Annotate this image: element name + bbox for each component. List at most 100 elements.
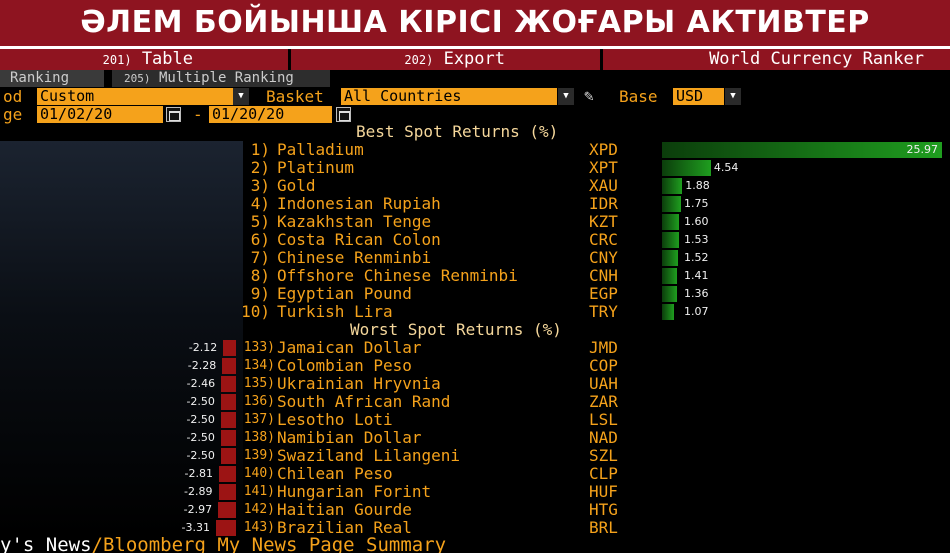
list-item[interactable]: 141) Hungarian Forint HUF -2.89 bbox=[0, 483, 950, 501]
basket-dropdown[interactable]: All Countries bbox=[341, 88, 557, 105]
return-bar bbox=[216, 520, 236, 536]
asset-name: Costa Rican Colon bbox=[277, 230, 441, 249]
asset-code: LSL bbox=[589, 410, 618, 429]
list-item[interactable]: 9) Egyptian Pound EGP 1.36 bbox=[0, 285, 950, 303]
return-value: 1.53 bbox=[684, 233, 709, 246]
rank-number: 135) bbox=[243, 376, 275, 391]
left-graph-panel bbox=[0, 141, 243, 536]
rank-number: 6) bbox=[250, 230, 270, 249]
return-bar bbox=[662, 232, 679, 248]
list-item[interactable]: 134) Colombian Peso COP -2.28 bbox=[0, 357, 950, 375]
return-value: -2.50 bbox=[186, 413, 215, 426]
tab-multiple-ranking-number: 205) bbox=[124, 72, 151, 85]
date-range-dash: - bbox=[193, 105, 203, 124]
rank-number: 7) bbox=[250, 248, 270, 267]
list-item[interactable]: 1) Palladium XPD 25.97 bbox=[0, 141, 950, 159]
asset-code: EGP bbox=[589, 284, 618, 303]
news-ticker[interactable]: y's News/Bloomberg My News Page Summary bbox=[0, 537, 950, 553]
period-label: od bbox=[3, 87, 23, 106]
list-item[interactable]: 137) Lesotho Loti LSL -2.50 bbox=[0, 411, 950, 429]
asset-name: Turkish Lira bbox=[277, 302, 393, 321]
asset-name: Colombian Peso bbox=[277, 356, 412, 375]
asset-name: South African Rand bbox=[277, 392, 451, 411]
tab-multiple-ranking-label: Multiple Ranking bbox=[158, 70, 294, 86]
return-value: 1.36 bbox=[684, 287, 709, 300]
rank-number: 3) bbox=[250, 176, 270, 195]
asset-code: CRC bbox=[589, 230, 618, 249]
base-chevron-down-icon[interactable]: ▼ bbox=[725, 88, 741, 105]
period-chevron-down-icon[interactable]: ▼ bbox=[233, 88, 249, 105]
basket-label: Basket bbox=[266, 87, 324, 106]
rank-number: 139) bbox=[243, 448, 275, 463]
range-label: ge bbox=[3, 105, 23, 124]
news-ticker-text: /Bloomberg My News Page Summary bbox=[91, 537, 447, 553]
asset-name: Egyptian Pound bbox=[277, 284, 412, 303]
return-bar bbox=[220, 412, 236, 428]
list-item[interactable]: 3) Gold XAU 1.88 bbox=[0, 177, 950, 195]
list-item[interactable]: 7) Chinese Renminbi CNY 1.52 bbox=[0, 249, 950, 267]
tab-bar: Ranking 205) Multiple Ranking bbox=[0, 70, 950, 87]
start-date-input[interactable]: 01/02/20 bbox=[37, 106, 163, 123]
start-calendar-icon[interactable] bbox=[166, 107, 181, 122]
list-item[interactable]: 142) Haitian Gourde HTG -2.97 bbox=[0, 501, 950, 519]
list-item[interactable]: 138) Namibian Dollar NAD -2.50 bbox=[0, 429, 950, 447]
list-item[interactable]: 136) South African Rand ZAR -2.50 bbox=[0, 393, 950, 411]
asset-code: COP bbox=[589, 356, 618, 375]
list-item[interactable]: 4) Indonesian Rupiah IDR 1.75 bbox=[0, 195, 950, 213]
end-date-input[interactable]: 01/20/20 bbox=[209, 106, 332, 123]
asset-code: IDR bbox=[589, 194, 618, 213]
asset-name: Chinese Renminbi bbox=[277, 248, 432, 267]
base-label: Base bbox=[619, 87, 658, 106]
tab-multiple-ranking[interactable]: 205) Multiple Ranking bbox=[112, 70, 330, 87]
return-value: -2.89 bbox=[184, 485, 213, 498]
asset-code: XPT bbox=[589, 158, 618, 177]
base-currency-dropdown[interactable]: USD bbox=[673, 88, 724, 105]
return-value: -2.50 bbox=[186, 395, 215, 408]
asset-name: Brazilian Real bbox=[277, 518, 412, 537]
asset-name: Jamaican Dollar bbox=[277, 338, 422, 357]
return-value: -2.50 bbox=[186, 431, 215, 444]
list-item[interactable]: 135) Ukrainian Hryvnia UAH -2.46 bbox=[0, 375, 950, 393]
return-bar bbox=[220, 430, 236, 446]
list-item[interactable]: 133) Jamaican Dollar JMD -2.12 bbox=[0, 339, 950, 357]
list-item[interactable]: 8) Offshore Chinese Renminbi CNH 1.41 bbox=[0, 267, 950, 285]
asset-code: HUF bbox=[589, 482, 618, 501]
basket-chevron-down-icon[interactable]: ▼ bbox=[558, 88, 574, 105]
return-bar bbox=[662, 250, 679, 266]
list-item[interactable]: 5) Kazakhstan Tenge KZT 1.60 bbox=[0, 213, 950, 231]
menu-table-number: 201) bbox=[102, 53, 132, 67]
return-bar bbox=[662, 196, 681, 212]
list-item[interactable]: 139) Swaziland Lilangeni SZL -2.50 bbox=[0, 447, 950, 465]
list-item[interactable]: 2) Platinum XPT 4.54 bbox=[0, 159, 950, 177]
list-item[interactable]: 140) Chilean Peso CLP -2.81 bbox=[0, 465, 950, 483]
rank-number: 142) bbox=[243, 502, 275, 517]
asset-code: CLP bbox=[589, 464, 618, 483]
list-item[interactable]: 6) Costa Rican Colon CRC 1.53 bbox=[0, 231, 950, 249]
return-bar bbox=[662, 178, 683, 194]
tab-ranking-label: Ranking bbox=[10, 70, 70, 86]
asset-code: CNH bbox=[589, 266, 618, 285]
worst-returns-heading: Worst Spot Returns (%) bbox=[350, 320, 562, 339]
asset-name: Namibian Dollar bbox=[277, 428, 422, 447]
menu-ranker-title[interactable]: World Currency Ranker bbox=[603, 49, 950, 70]
pencil-icon[interactable]: ✎ bbox=[584, 86, 594, 105]
menu-export-button[interactable]: 202) Export bbox=[291, 49, 600, 70]
asset-code: BRL bbox=[589, 518, 618, 537]
asset-code: XAU bbox=[589, 176, 618, 195]
asset-name: Ukrainian Hryvnia bbox=[277, 374, 441, 393]
return-value: -2.12 bbox=[188, 341, 218, 354]
return-bar bbox=[662, 142, 942, 158]
list-item[interactable]: 10) Turkish Lira TRY 1.07 bbox=[0, 303, 950, 321]
period-dropdown[interactable]: Custom bbox=[37, 88, 233, 105]
tab-ranking[interactable]: Ranking bbox=[0, 70, 104, 87]
asset-code: ZAR bbox=[589, 392, 618, 411]
return-value: 4.54 bbox=[713, 161, 739, 174]
asset-name: Gold bbox=[277, 176, 316, 195]
return-value: 1.07 bbox=[684, 305, 709, 318]
list-item[interactable]: 143) Brazilian Real BRL -3.31 bbox=[0, 519, 950, 537]
menu-table-label: Table bbox=[141, 49, 193, 69]
return-bar bbox=[662, 286, 677, 302]
end-calendar-icon[interactable] bbox=[336, 107, 351, 122]
menu-table-button[interactable]: 201) Table bbox=[0, 49, 288, 70]
menu-ranker-label: World Currency Ranker bbox=[709, 49, 924, 69]
